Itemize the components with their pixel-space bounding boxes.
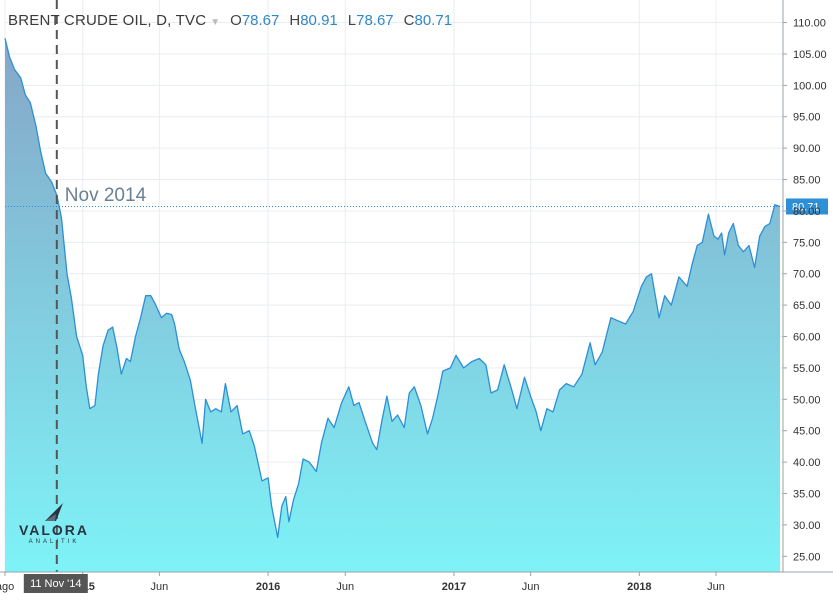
x-tick-label: 2017 bbox=[442, 581, 466, 593]
x-tick-label: Jun bbox=[522, 581, 540, 593]
low-label: L bbox=[347, 12, 357, 29]
last-price-tag bbox=[786, 198, 828, 215]
y-tick-label: 105.00 bbox=[793, 49, 827, 61]
y-tick-label: 75.00 bbox=[793, 237, 821, 249]
last-price-label: 80.71 bbox=[792, 201, 820, 213]
close-label: C bbox=[403, 12, 415, 29]
y-tick-label: 45.00 bbox=[793, 426, 821, 438]
valora-logo: VALORA ANALITIK bbox=[16, 502, 92, 545]
high-label: H bbox=[289, 12, 301, 29]
price-axis[interactable]: 110.00 105.00 100.00 95.00 90.00 85.00 80.00 75… bbox=[782, 0, 827, 572]
open-label: O bbox=[230, 12, 242, 29]
symbol-legend: BRENT CRUDE OIL, D, TVC ▼ O78.67 H80.91 L78.… bbox=[8, 12, 462, 29]
symbol-title[interactable]: BRENT CRUDE OIL, D, TVC bbox=[8, 12, 207, 29]
annotation-label: Nov 2014 bbox=[65, 185, 147, 206]
y-tick-label: 65.00 bbox=[793, 300, 821, 312]
time-axis[interactable]: ago2015Jun2016Jun2017Jun2018Jun11 Nov '1… bbox=[0, 571, 833, 593]
x-tick-label: Jun bbox=[151, 581, 169, 593]
y-tick-label: 90.00 bbox=[793, 143, 821, 155]
x-tick-label: ago bbox=[0, 581, 14, 593]
y-tick-label: 85.00 bbox=[793, 175, 821, 187]
chart-overlays: 80.71 Nov 2014 bbox=[5, 0, 828, 572]
valora-logo-mark-icon bbox=[45, 503, 63, 521]
price-area-fill bbox=[5, 38, 780, 573]
high-value: 80.91 bbox=[300, 12, 338, 29]
close-value: 80.71 bbox=[414, 12, 453, 29]
symbol-dropdown-caret-icon[interactable]: ▼ bbox=[210, 17, 221, 28]
y-tick-label: 100.00 bbox=[793, 80, 827, 92]
y-tick-label: 110.00 bbox=[793, 18, 826, 30]
y-tick-label: 50.00 bbox=[793, 394, 821, 406]
marker-date-label: 11 Nov '14 bbox=[30, 578, 81, 590]
y-tick-label: 25.00 bbox=[793, 551, 821, 563]
x-tick-label: Jun bbox=[336, 581, 354, 593]
price-line bbox=[4, 38, 781, 539]
marker-date-tag bbox=[23, 574, 88, 593]
low-value: 78.67 bbox=[356, 12, 394, 29]
logo-subtitle: ANALITIK bbox=[28, 539, 80, 545]
y-tick-label: 70.00 bbox=[793, 269, 821, 281]
x-tick-label: 2018 bbox=[627, 581, 651, 593]
y-tick-label: 60.00 bbox=[793, 332, 821, 344]
y-tick-label: 95.00 bbox=[793, 112, 821, 124]
y-tick-label: 30.00 bbox=[793, 520, 821, 532]
y-tick-label: 40.00 bbox=[793, 457, 821, 469]
y-tick-label: 80.00 bbox=[793, 206, 821, 218]
y-tick-label: 55.00 bbox=[793, 363, 821, 375]
area-layer bbox=[4, 38, 781, 573]
open-value: 78.67 bbox=[241, 12, 280, 29]
x-tick-label: 2016 bbox=[256, 581, 280, 593]
y-tick-label: 35.00 bbox=[793, 489, 821, 501]
x-tick-label: Jun bbox=[707, 581, 725, 593]
logo-name: VALORA bbox=[18, 522, 90, 538]
